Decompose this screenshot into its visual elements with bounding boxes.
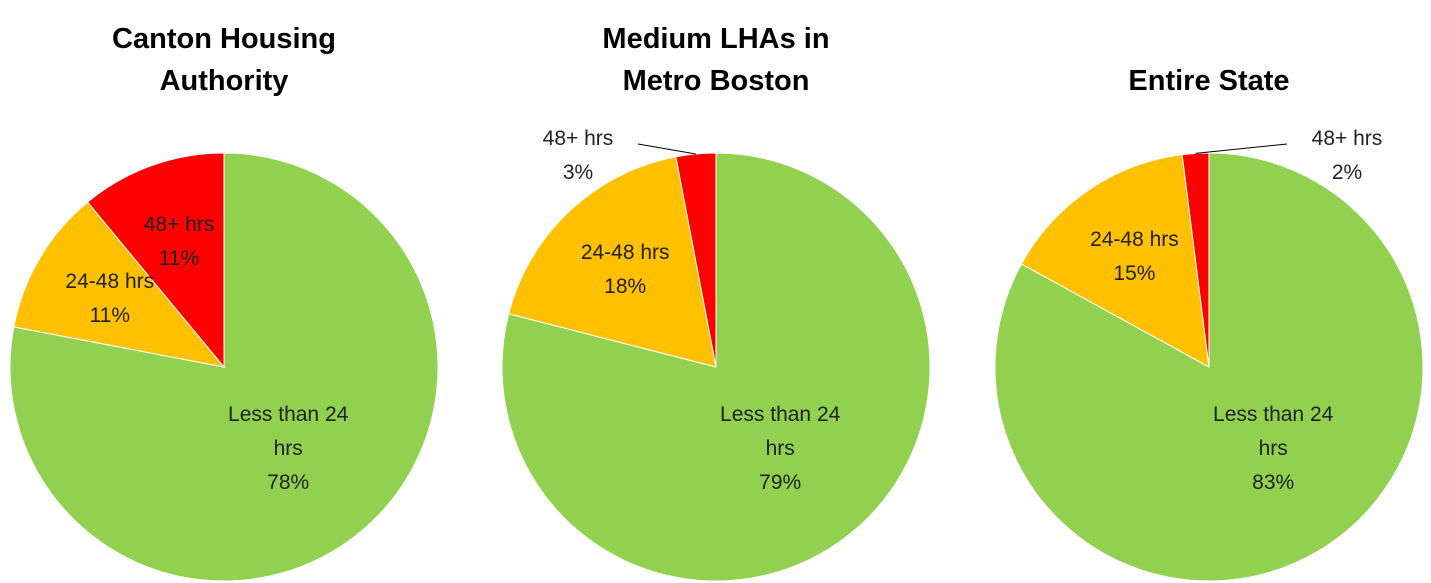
pie-slice bbox=[1020, 154, 1210, 368]
category-label: Less than 24 hrs bbox=[228, 403, 349, 460]
pie-slice bbox=[13, 201, 226, 368]
chart-title-text: Entire State bbox=[1128, 65, 1290, 97]
data-label: 48+ hrs 2% bbox=[1282, 122, 1412, 190]
category-label: Less than 24 hrs bbox=[720, 403, 841, 460]
value-label: 15% bbox=[1113, 262, 1156, 286]
data-label: 24-48 hrs 18% bbox=[560, 236, 690, 304]
value-label: 2% bbox=[1331, 161, 1363, 184]
data-label: 48+ hrs 3% bbox=[513, 122, 643, 190]
data-label: Less than 24 hrs 79% bbox=[715, 398, 845, 500]
category-label: Less than 24 hrs bbox=[1213, 403, 1334, 460]
category-label: 48+ hrs bbox=[143, 213, 215, 237]
data-label: Less than 24 hrs 78% bbox=[223, 398, 353, 500]
data-label: 24-48 hrs 15% bbox=[1069, 223, 1199, 291]
data-label: 24-48 hrs 11% bbox=[45, 265, 175, 333]
data-label: Less than 24 hrs 83% bbox=[1208, 398, 1338, 500]
chart-title: Medium LHAs in Metro Boston bbox=[566, 10, 866, 102]
leader-line bbox=[637, 143, 696, 155]
pie-slice bbox=[994, 152, 1424, 582]
category-label: 48+ hrs bbox=[542, 127, 614, 150]
chart-title: Canton Housing Authority bbox=[74, 10, 374, 102]
chart-title-text: Medium LHAs in Metro Boston bbox=[602, 23, 830, 97]
value-label: 3% bbox=[562, 161, 594, 184]
value-label: 78% bbox=[267, 471, 310, 494]
category-label: 24-48 hrs bbox=[580, 241, 670, 265]
category-label: 24-48 hrs bbox=[1090, 228, 1179, 252]
pie-slice bbox=[86, 152, 225, 369]
chart-title: Entire State bbox=[1059, 10, 1359, 102]
category-label: 24-48 hrs bbox=[65, 270, 155, 294]
value-label: 18% bbox=[604, 275, 647, 299]
pie-slice bbox=[508, 156, 717, 368]
value-label: 11% bbox=[89, 304, 131, 328]
chart-title-text: Canton Housing Authority bbox=[112, 23, 336, 97]
category-label: 48+ hrs bbox=[1311, 127, 1383, 150]
leader-line bbox=[1195, 143, 1288, 154]
value-label: 83% bbox=[1252, 471, 1295, 494]
value-label: 79% bbox=[759, 471, 802, 494]
data-label: 48+ hrs 11% bbox=[114, 208, 244, 276]
value-label: 11% bbox=[158, 247, 200, 271]
